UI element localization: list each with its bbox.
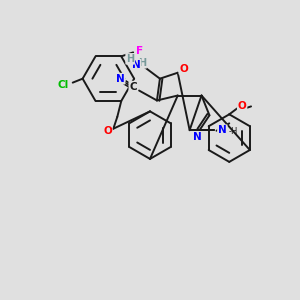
Text: O: O (179, 64, 188, 74)
Text: N: N (193, 132, 202, 142)
Text: O: O (238, 101, 247, 111)
Text: H: H (138, 58, 146, 68)
Text: N: N (132, 60, 140, 70)
Text: C: C (129, 82, 137, 92)
Text: N: N (218, 125, 227, 135)
Text: N: N (116, 74, 125, 84)
Text: H: H (126, 54, 134, 64)
Text: O: O (103, 126, 112, 136)
Text: -H: -H (228, 127, 238, 136)
Text: Cl: Cl (57, 80, 68, 90)
Text: F: F (136, 46, 143, 56)
